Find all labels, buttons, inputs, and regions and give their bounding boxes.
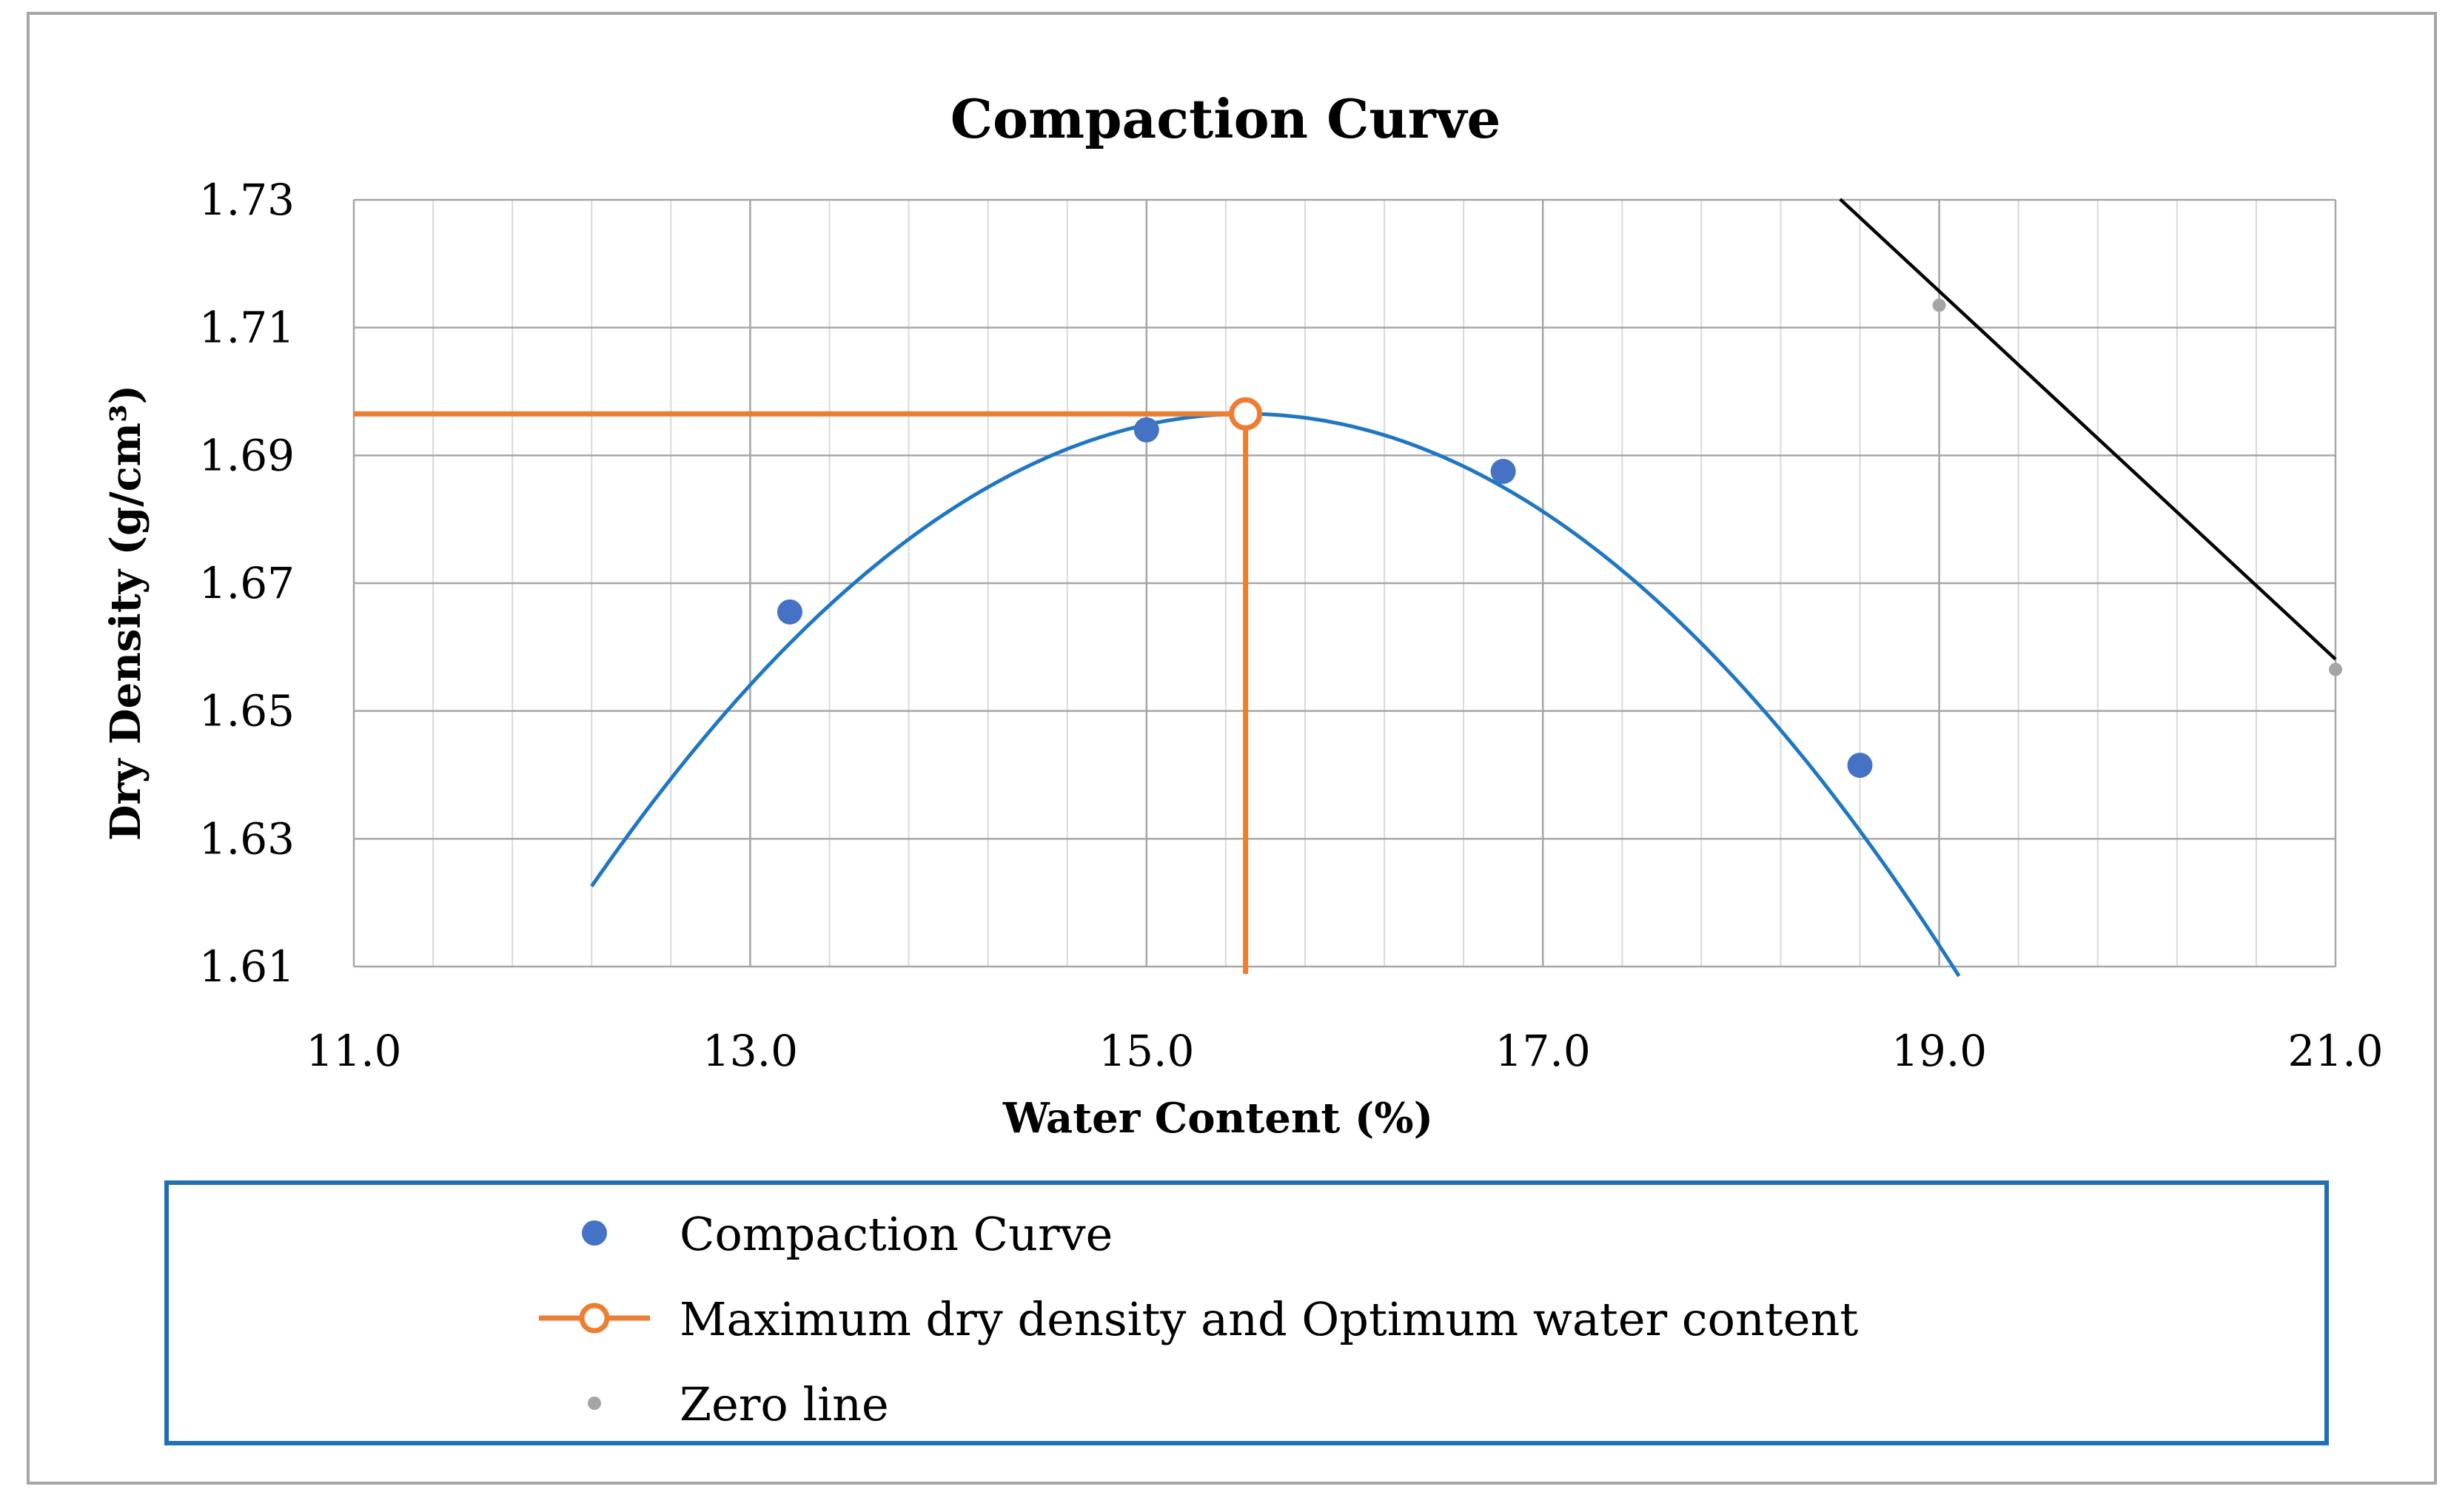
y-tick-label: 1.65 — [199, 686, 295, 736]
x-tick-label: 19.0 — [1891, 1026, 1987, 1076]
compaction-point — [1133, 417, 1159, 443]
zero-line-trend — [1839, 198, 2337, 661]
compaction-point — [1847, 753, 1873, 779]
zero-line-point — [2329, 662, 2342, 676]
x-tick-label: 11.0 — [306, 1026, 401, 1076]
legend-marker-zero-line-icon — [588, 1397, 601, 1410]
legend-marker-max-density-icon — [539, 1303, 650, 1334]
legend-marker-compaction-icon — [582, 1220, 607, 1246]
gridlines — [352, 198, 2337, 968]
compaction-point — [1490, 458, 1516, 484]
y-axis-label: Dry Density (g/cm³) — [101, 384, 150, 841]
legend-label-max-dry-density: Maximum dry density and Optimum water co… — [680, 1292, 1859, 1346]
x-tick-label: 17.0 — [1495, 1026, 1591, 1076]
fit-curve — [590, 411, 1961, 978]
y-tick-label: 1.73 — [199, 175, 295, 225]
compaction-point — [777, 599, 802, 625]
x-tick-label: 13.0 — [703, 1026, 798, 1076]
legend-label-zero-line: Zero line — [680, 1377, 889, 1431]
x-axis-label: Water Content (%) — [1002, 1094, 1434, 1143]
y-tick-label: 1.63 — [199, 813, 295, 864]
y-tick-label: 1.71 — [199, 303, 295, 353]
y-tick-label: 1.69 — [199, 430, 295, 480]
y-tick-label: 1.61 — [199, 941, 295, 992]
legend: Compaction Curve Maximum dry density and… — [164, 1180, 2329, 1445]
tick-labels: 11.0 13.0 15.0 17.0 19.0 21.0 1.61 1.63 1.65 1.67… — [199, 175, 2384, 1076]
zero-line-point — [1932, 298, 1946, 312]
chart-title: Compaction Curve — [950, 87, 1501, 150]
series-layer — [354, 198, 2342, 978]
y-tick-label: 1.67 — [199, 558, 295, 608]
legend-label-compaction-curve: Compaction Curve — [680, 1207, 1113, 1261]
chart-frame — [27, 12, 2437, 1485]
x-tick-label: 21.0 — [2287, 1026, 2383, 1076]
x-tick-label: 15.0 — [1099, 1026, 1194, 1076]
max-density-point — [1229, 397, 1263, 431]
